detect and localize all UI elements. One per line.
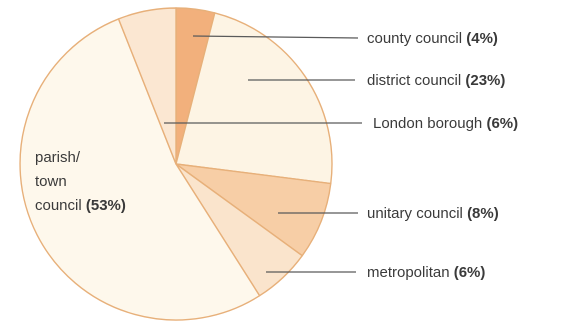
label-county-name: county council xyxy=(367,30,462,47)
pie-slices xyxy=(19,7,333,321)
label-parish-line3: council (53%) xyxy=(35,197,126,214)
leader-county xyxy=(192,35,359,39)
label-unitary-name: unitary council xyxy=(367,205,463,222)
label-london: London borough (6%) xyxy=(373,115,518,132)
label-parish-pct: (53%) xyxy=(86,197,126,214)
label-london-pct: (6%) xyxy=(486,115,518,132)
label-county-pct: (4%) xyxy=(466,30,498,47)
label-district-name: district council xyxy=(367,72,461,89)
pie-slice-district-council xyxy=(175,12,333,185)
pie-slice-parish-town-council xyxy=(19,18,261,321)
pie-slice-london-borough xyxy=(117,7,177,165)
label-unitary: unitary council (8%) xyxy=(367,205,499,222)
label-county: county council (4%) xyxy=(367,30,498,47)
label-parish-name: council xyxy=(35,197,82,214)
label-parish-line1: parish/ xyxy=(35,149,81,166)
label-london-name: London borough xyxy=(373,115,482,132)
label-district: district council (23%) xyxy=(367,72,505,89)
label-district-pct: (23%) xyxy=(465,72,505,89)
label-metro-pct: (6%) xyxy=(454,264,486,281)
label-unitary-pct: (8%) xyxy=(467,205,499,222)
label-parish-line2: town xyxy=(35,173,67,190)
leader-lines xyxy=(164,35,362,273)
label-metro: metropolitan (6%) xyxy=(367,264,485,281)
label-metro-name: metropolitan xyxy=(367,264,450,281)
